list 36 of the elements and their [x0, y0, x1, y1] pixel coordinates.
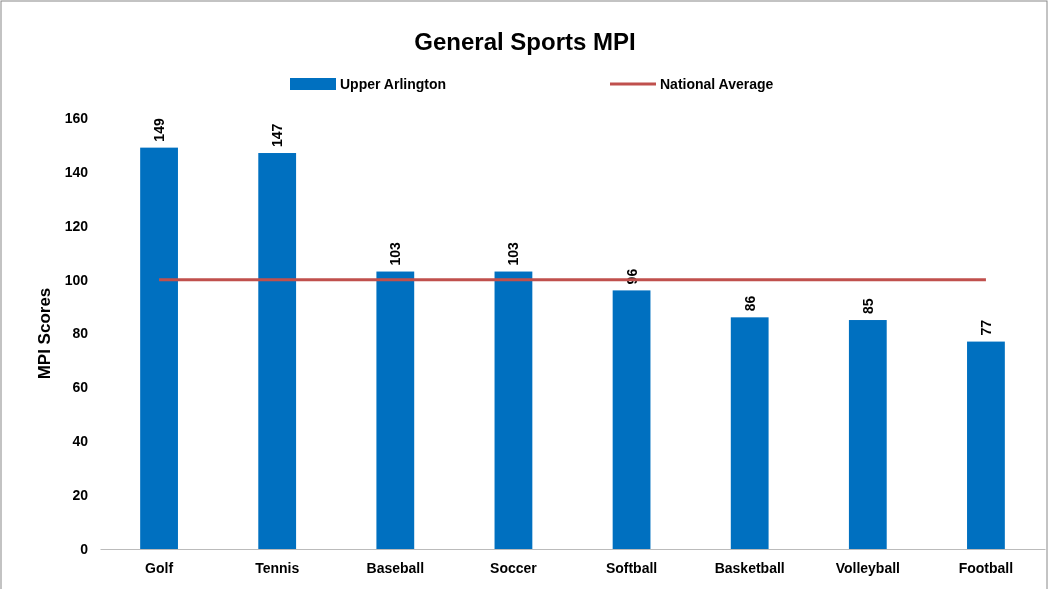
bar: [258, 153, 297, 549]
data-label: 77: [977, 319, 994, 336]
y-tick-label: 0: [80, 540, 89, 557]
bar: [967, 341, 1005, 549]
y-tick-label: 140: [64, 163, 89, 180]
x-tick-label: Soccer: [490, 559, 538, 576]
bar: [848, 320, 887, 549]
bar: [140, 147, 178, 549]
y-tick-label: 40: [72, 433, 89, 450]
x-tick-label: Football: [958, 559, 1014, 576]
bar: [376, 271, 415, 549]
x-tick-label: Golf: [145, 559, 174, 576]
x-tick-label: Tennis: [255, 559, 300, 576]
y-tick-label: 20: [72, 487, 89, 504]
data-label: 103: [387, 241, 404, 266]
chart-title: General Sports MPI: [414, 28, 636, 55]
x-tick-label: Baseball: [366, 559, 425, 576]
x-tick-label: Volleyball: [835, 559, 900, 576]
x-tick-label: Basketball: [714, 559, 785, 576]
y-tick-label: 60: [72, 379, 89, 396]
bar: [612, 290, 651, 549]
data-label: 147: [269, 123, 286, 148]
legend-label: Upper Arlington: [340, 76, 447, 92]
y-axis-title: MPI Scores: [35, 287, 54, 380]
data-label: 85: [859, 298, 876, 315]
y-tick-label: 80: [72, 325, 89, 342]
bar: [494, 271, 533, 549]
y-tick-label: 120: [64, 217, 89, 234]
x-tick-label: Softball: [605, 559, 658, 576]
data-label: 149: [151, 118, 168, 142]
y-tick-label: 100: [64, 271, 89, 288]
data-label: 86: [741, 295, 758, 312]
data-label: 103: [505, 241, 522, 266]
bar: [730, 317, 769, 549]
y-tick-label: 160: [64, 109, 89, 126]
legend-label: National Average: [660, 76, 774, 92]
